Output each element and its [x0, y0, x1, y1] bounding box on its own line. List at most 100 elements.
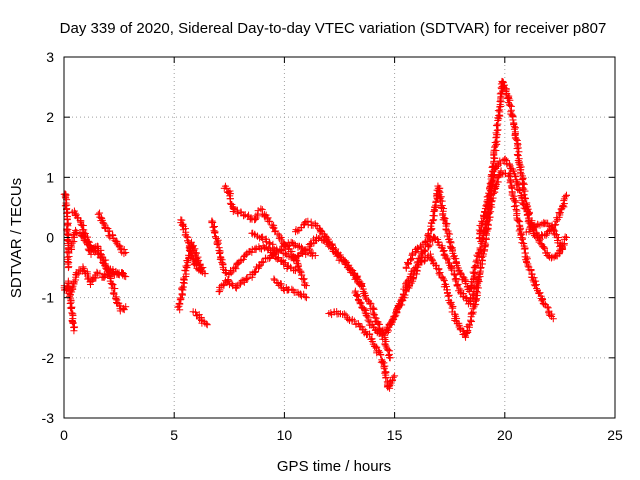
data-point [109, 281, 117, 289]
data-point [380, 363, 388, 371]
data-point [558, 246, 566, 254]
data-point [451, 271, 459, 279]
data-point [493, 122, 501, 130]
series-arc-t [475, 155, 571, 262]
data-point [281, 259, 289, 267]
data-point [440, 216, 448, 224]
data-point [277, 280, 285, 288]
data-point [477, 263, 485, 271]
data-point [197, 265, 205, 273]
data-point [214, 239, 222, 247]
data-point [363, 312, 371, 320]
data-point [94, 210, 102, 218]
data-point [519, 179, 527, 187]
y-tick-label: 0 [46, 230, 54, 246]
data-point [360, 305, 368, 313]
data-point [374, 319, 382, 327]
data-point [474, 289, 482, 297]
data-point [68, 318, 76, 326]
data-point [94, 249, 102, 257]
data-point [122, 249, 130, 257]
data-point [232, 265, 240, 273]
data-point [97, 254, 105, 262]
data-point [470, 263, 478, 271]
data-point [96, 269, 104, 277]
data-point [358, 323, 366, 331]
series-arc-d [68, 207, 130, 281]
data-point [561, 193, 569, 201]
data-point [314, 235, 322, 243]
data-point [540, 243, 548, 251]
data-point [107, 279, 115, 287]
data-point [475, 270, 483, 278]
data-point [122, 303, 130, 311]
data-point [425, 243, 433, 251]
data-point [554, 233, 562, 241]
data-point [209, 223, 217, 231]
data-point [244, 274, 252, 282]
data-point [465, 321, 473, 329]
y-tick-label: 2 [46, 109, 54, 125]
data-point [357, 281, 365, 289]
series-arc-h [177, 216, 207, 274]
data-point [70, 327, 78, 335]
data-point [178, 284, 186, 292]
data-point [375, 347, 383, 355]
data-point [539, 243, 547, 251]
data-point [64, 264, 72, 272]
data-point [407, 256, 415, 264]
data-point [120, 270, 128, 278]
data-point [224, 276, 232, 284]
data-point [542, 231, 550, 239]
series-arc-r [381, 167, 557, 341]
data-point [350, 317, 358, 325]
data-point [101, 261, 109, 269]
data-point [527, 267, 535, 275]
data-point [515, 217, 523, 225]
data-point [545, 222, 553, 230]
data-point [470, 269, 478, 277]
data-markers [60, 77, 571, 392]
data-point [262, 238, 270, 246]
data-point [474, 274, 482, 282]
data-point [522, 204, 530, 212]
data-point [468, 309, 476, 317]
data-point [551, 221, 559, 229]
data-point [216, 286, 224, 294]
data-point [234, 210, 242, 218]
data-point [430, 216, 438, 224]
data-point [516, 187, 524, 195]
data-point [423, 237, 431, 245]
data-point [434, 184, 442, 192]
data-point [428, 256, 436, 264]
data-point [494, 107, 502, 115]
series-arc-a [60, 190, 73, 272]
data-point [440, 250, 448, 258]
data-point [514, 144, 522, 152]
data-point [544, 219, 552, 227]
data-point [339, 310, 347, 318]
data-point [519, 199, 527, 207]
data-point [524, 217, 532, 225]
data-point [203, 321, 211, 329]
data-point [201, 270, 209, 278]
series-arc-j [208, 217, 299, 279]
data-point [448, 266, 456, 274]
y-tick-label: 3 [46, 49, 54, 65]
data-point [217, 254, 225, 262]
data-point [524, 262, 532, 270]
chart-title: Day 339 of 2020, Sidereal Day-to-day VTE… [60, 20, 607, 37]
data-point [447, 301, 455, 309]
data-point [216, 249, 224, 257]
data-point [432, 198, 440, 206]
data-point [528, 219, 536, 227]
data-point [482, 224, 490, 232]
data-point [421, 247, 429, 255]
data-point [519, 234, 527, 242]
data-point [254, 264, 262, 272]
data-point [443, 255, 451, 263]
data-point [477, 245, 485, 253]
data-point [302, 294, 310, 302]
data-point [517, 230, 525, 238]
